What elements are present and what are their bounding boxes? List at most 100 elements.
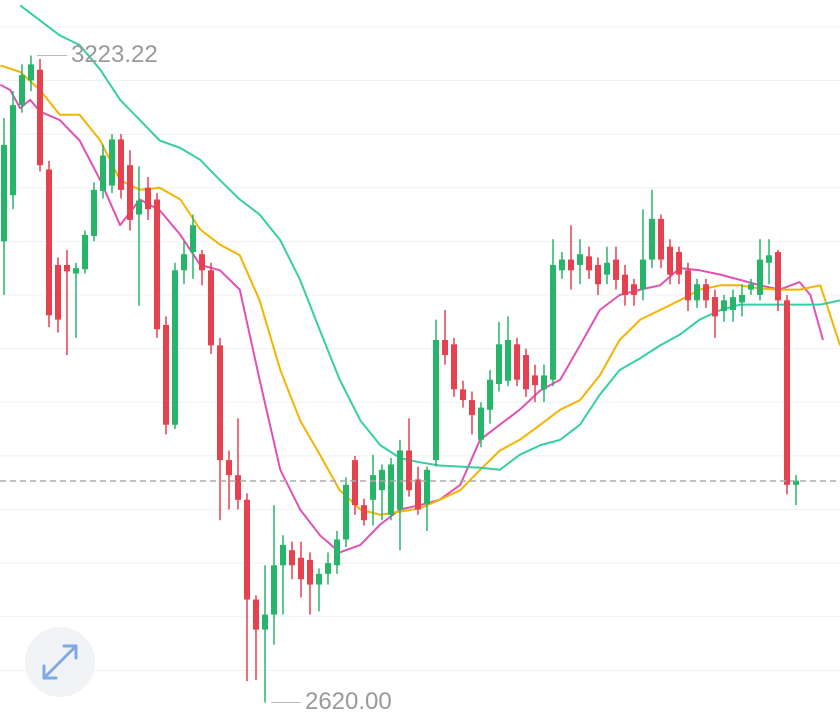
candle-body: [720, 300, 727, 312]
candle-body: [567, 259, 574, 271]
grid: [0, 26, 840, 671]
candle-body: [153, 199, 160, 330]
candle-body: [486, 379, 493, 410]
ma-line: [19, 4, 840, 471]
candle-body: [594, 264, 601, 285]
candle-body: [747, 284, 754, 290]
expand-button[interactable]: [25, 627, 95, 697]
candle-body: [270, 565, 277, 615]
candle-body: [630, 284, 637, 295]
candle-body: [252, 599, 259, 630]
candle-body: [468, 400, 475, 416]
candle-body: [162, 324, 169, 425]
candle-body: [477, 407, 484, 440]
candle-body: [585, 256, 592, 271]
candle-body: [54, 264, 61, 320]
candle-body: [18, 75, 25, 106]
annotation-label: 3223.22: [71, 41, 158, 68]
candle-body: [531, 375, 538, 386]
candle-body: [396, 450, 403, 510]
candle-body: [324, 563, 331, 574]
candle-body: [108, 139, 115, 186]
candle-body: [756, 259, 763, 295]
candle-body: [36, 69, 43, 166]
candle-body: [621, 274, 628, 295]
candle-body: [369, 475, 376, 500]
candle-body: [387, 464, 394, 515]
candle-body: [0, 144, 7, 242]
candle-body: [126, 165, 133, 220]
candle-body: [243, 499, 250, 600]
candle-body: [9, 105, 16, 196]
annotation-label: 2620.00: [305, 688, 392, 715]
candle-body: [216, 345, 223, 461]
candle-body: [90, 189, 97, 236]
candle-body: [198, 254, 205, 271]
candle-body: [432, 340, 439, 461]
candle-body: [648, 218, 655, 260]
candle-body: [27, 64, 34, 81]
candles: [0, 55, 799, 703]
candle-body: [792, 480, 799, 485]
candle-body: [207, 270, 214, 346]
candle-body: [414, 479, 421, 510]
candle-body: [522, 355, 529, 390]
candle-body: [549, 264, 556, 380]
candle-body: [666, 246, 673, 275]
candle-body: [306, 559, 313, 585]
candle-body: [342, 484, 349, 540]
candle-body: [558, 259, 565, 271]
candle-body: [261, 614, 268, 630]
candle-body: [783, 300, 790, 485]
candle-body: [99, 155, 106, 191]
candle-body: [423, 469, 430, 505]
candle-body: [225, 460, 232, 476]
candle-body: [693, 284, 700, 301]
candle-body: [441, 340, 448, 356]
candle-body: [774, 252, 781, 301]
candle-body: [135, 200, 142, 215]
candle-body: [495, 344, 502, 384]
candle-body: [684, 270, 691, 301]
candle-body: [333, 539, 340, 566]
candle-body: [279, 544, 286, 566]
candle-body: [189, 225, 196, 253]
candle-body: [459, 389, 466, 401]
candle-body: [657, 218, 664, 260]
candle-body: [765, 255, 772, 263]
candle-body: [117, 139, 124, 190]
candle-body: [315, 573, 322, 585]
candle-body: [711, 297, 718, 317]
candle-body: [576, 254, 583, 265]
candle-body: [504, 340, 511, 381]
candle-body: [144, 187, 151, 210]
candle-body: [351, 460, 358, 506]
candle-body: [360, 505, 367, 521]
candle-body: [171, 270, 178, 425]
candle-body: [450, 344, 457, 390]
candle-body: [180, 254, 187, 271]
overlay: 3223.22 2620.00: [0, 41, 840, 715]
candle-body: [738, 294, 745, 303]
candle-body: [702, 284, 709, 301]
candle-body: [378, 469, 385, 491]
candle-body: [405, 450, 412, 491]
candle-body: [45, 169, 52, 316]
candle-body: [297, 557, 304, 580]
candle-body: [288, 550, 295, 566]
candle-body: [603, 262, 610, 275]
candle-body: [540, 375, 547, 390]
expand-icon[interactable]: [42, 644, 78, 680]
candle-body: [612, 259, 619, 280]
candle-body: [234, 475, 241, 500]
moving-averages: [0, 4, 840, 554]
candle-body: [513, 344, 520, 380]
ma-line: [0, 64, 840, 516]
candle-body: [675, 252, 682, 275]
candle-body: [81, 234, 88, 270]
candle-body: [72, 268, 79, 274]
candle-body: [63, 264, 70, 272]
candle-body: [729, 297, 736, 310]
